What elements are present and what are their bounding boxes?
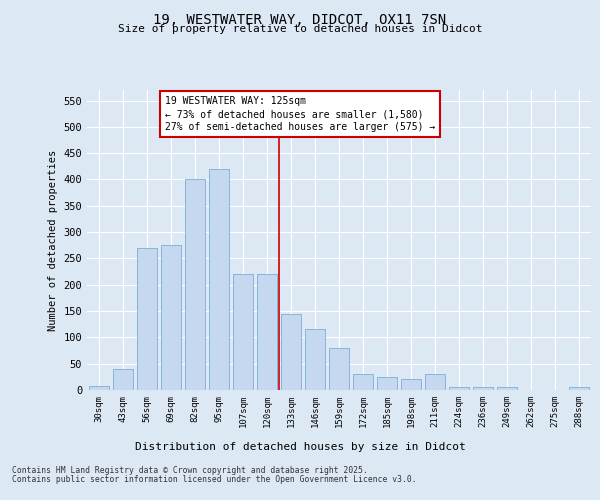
Text: Contains HM Land Registry data © Crown copyright and database right 2025.: Contains HM Land Registry data © Crown c… [12,466,368,475]
Bar [473,388,493,390]
Bar [425,374,445,390]
Text: Contains public sector information licensed under the Open Government Licence v3: Contains public sector information licen… [12,475,416,484]
Bar [353,374,373,390]
Bar [329,348,349,390]
Bar [497,388,517,390]
Bar [377,377,397,390]
Bar [281,314,301,390]
Bar [401,380,421,390]
Bar [137,248,157,390]
Text: Size of property relative to detached houses in Didcot: Size of property relative to detached ho… [118,24,482,34]
Bar [113,369,133,390]
Bar [305,330,325,390]
Text: Distribution of detached houses by size in Didcot: Distribution of detached houses by size … [134,442,466,452]
Bar [449,388,469,390]
Bar [257,274,277,390]
Bar [185,180,205,390]
Bar [569,388,589,390]
Bar [209,169,229,390]
Bar [161,246,181,390]
Text: 19 WESTWATER WAY: 125sqm
← 73% of detached houses are smaller (1,580)
27% of sem: 19 WESTWATER WAY: 125sqm ← 73% of detach… [165,96,436,132]
Text: 19, WESTWATER WAY, DIDCOT, OX11 7SN: 19, WESTWATER WAY, DIDCOT, OX11 7SN [154,12,446,26]
Bar [233,274,253,390]
Bar [89,386,109,390]
Y-axis label: Number of detached properties: Number of detached properties [48,150,58,330]
